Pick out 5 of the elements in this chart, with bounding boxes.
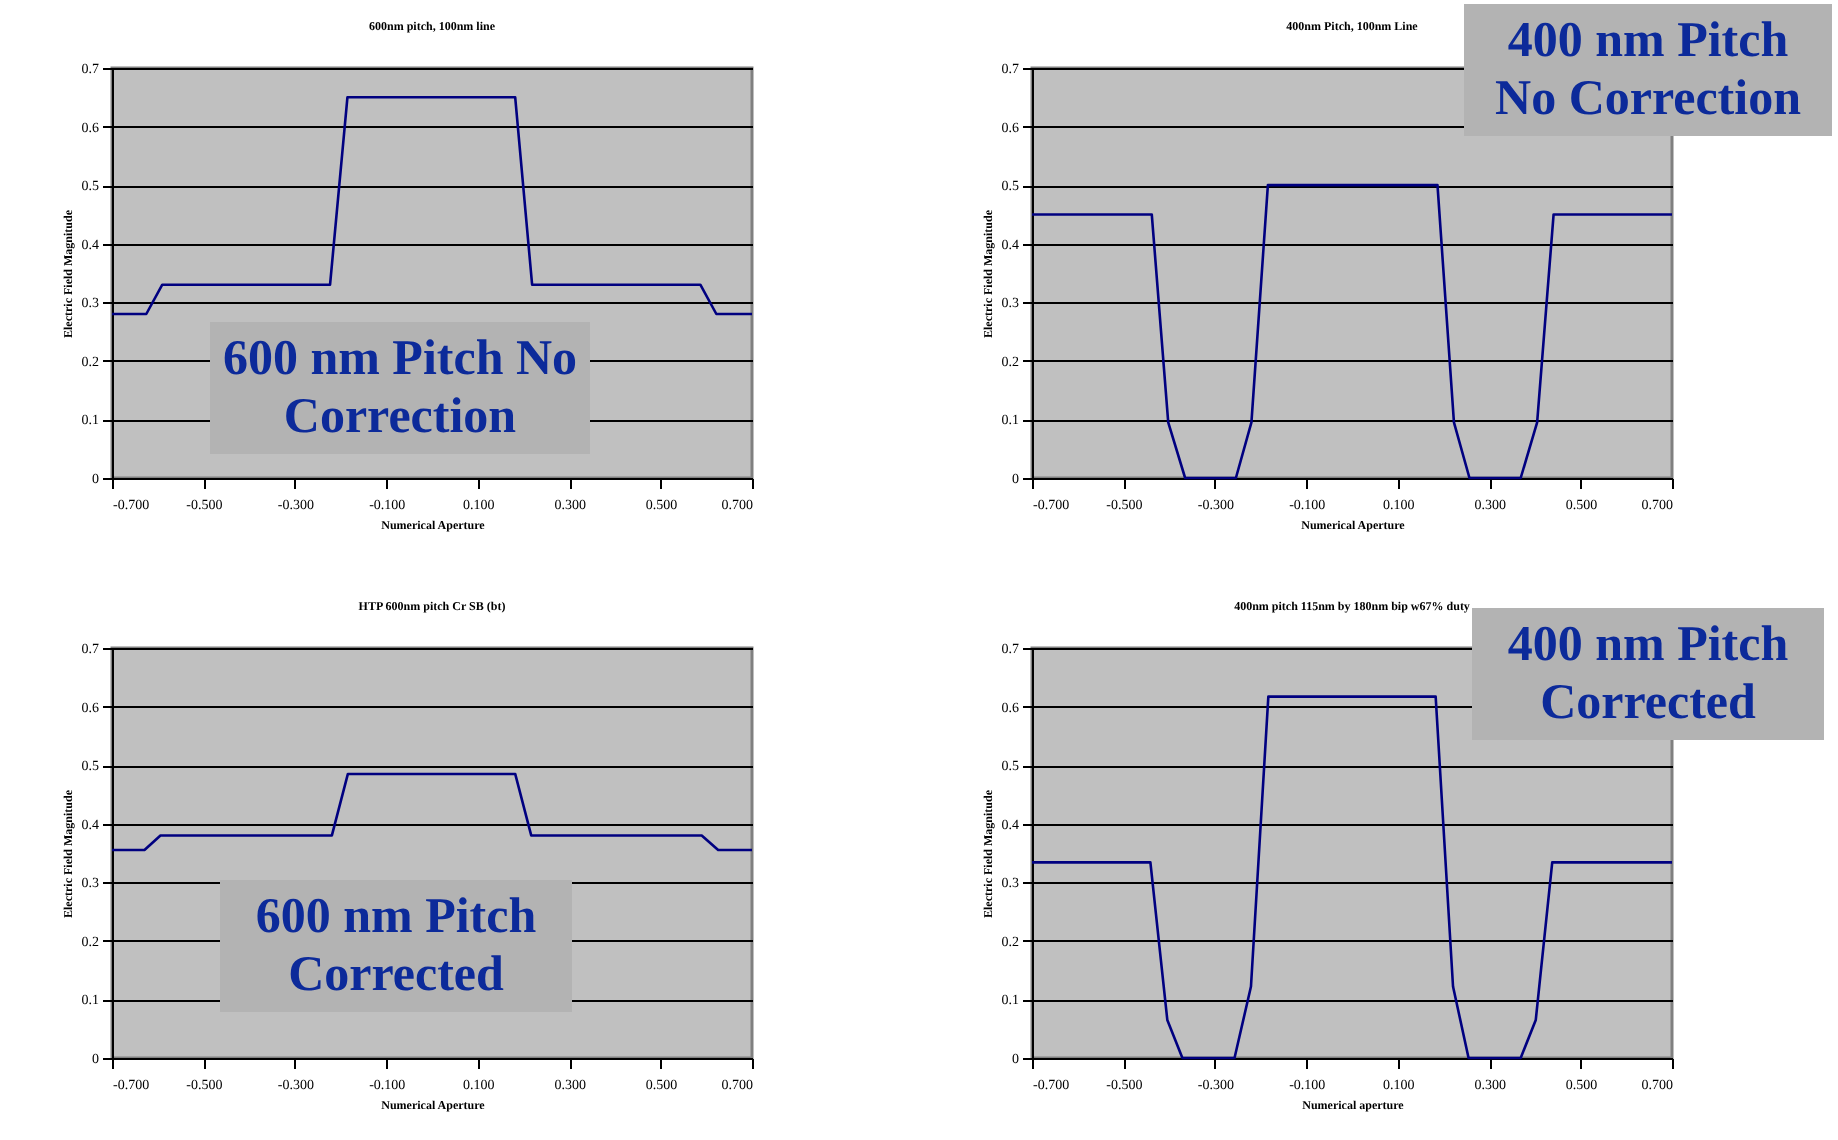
line-series — [1030, 183, 1674, 480]
annotation: 600 nm Pitch No Correction — [210, 322, 590, 454]
annotation: 400 nm Pitch Corrected — [1472, 608, 1824, 740]
annotation: 600 nm Pitch Corrected — [220, 880, 572, 1012]
annotation: 400 nm Pitch No Correction — [1464, 4, 1832, 136]
